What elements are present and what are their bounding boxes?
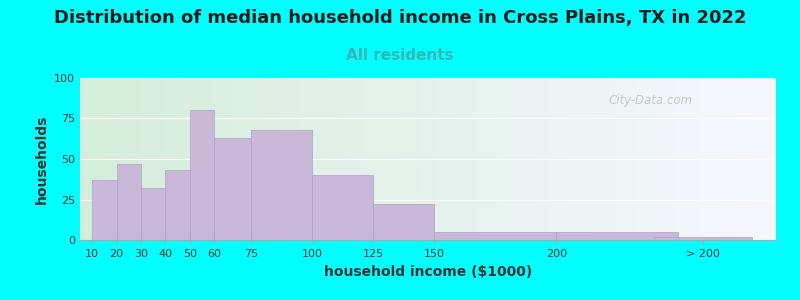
Text: Distribution of median household income in Cross Plains, TX in 2022: Distribution of median household income … [54,9,746,27]
X-axis label: household income ($1000): household income ($1000) [324,265,532,279]
Bar [92,180,117,240]
Bar [654,237,751,240]
Bar [117,164,141,240]
Bar [434,232,556,240]
Bar [251,130,312,240]
Y-axis label: households: households [34,114,49,204]
Bar [373,204,434,240]
Text: All residents: All residents [346,48,454,63]
Bar [190,110,214,240]
Bar [141,188,166,240]
Text: City-Data.com: City-Data.com [609,94,693,107]
Bar [312,175,373,240]
Bar [214,138,251,240]
Bar [556,232,678,240]
Bar [166,170,190,240]
